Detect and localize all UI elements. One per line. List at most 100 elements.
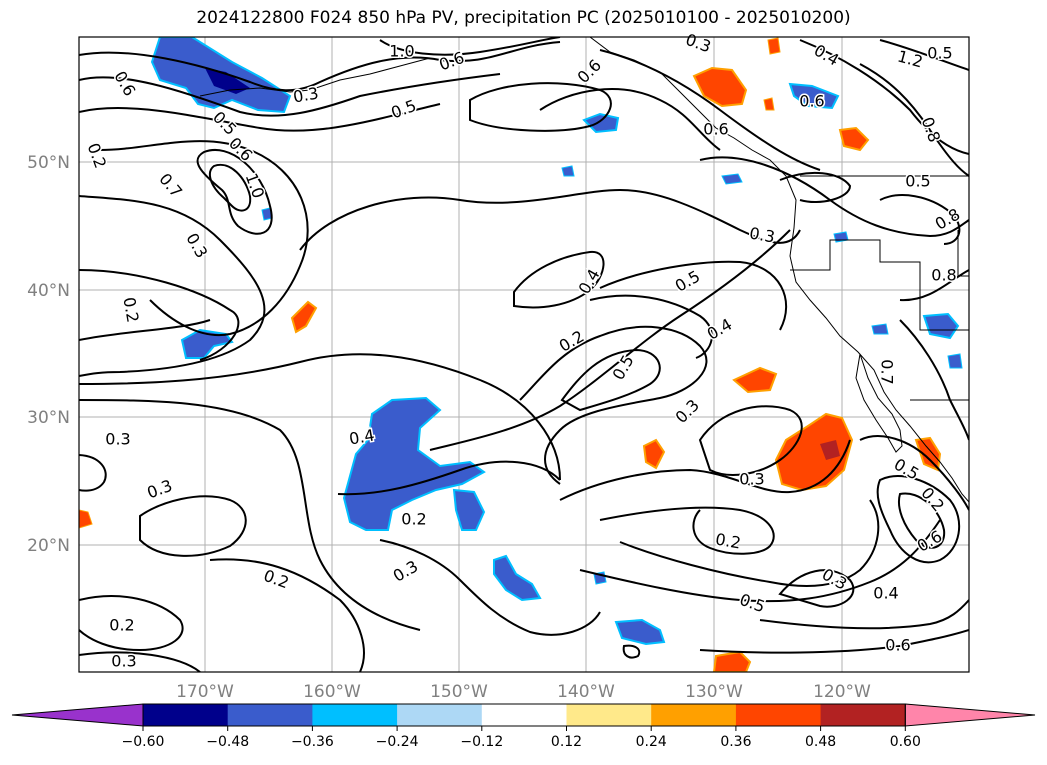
precip-core-aleutian — [205, 68, 250, 94]
contour-label: 0.8 — [931, 266, 956, 285]
contour-line — [139, 495, 247, 557]
contour-line — [539, 88, 721, 151]
contour-label: 0.7 — [878, 359, 897, 384]
lat-tick-label: 20°N — [27, 536, 70, 556]
contour-line — [79, 269, 240, 361]
contour-line — [513, 250, 605, 309]
colorbar-tick-label: 0.60 — [890, 734, 921, 750]
contour-line — [299, 188, 801, 251]
lat-tick-label: 30°N — [27, 408, 70, 428]
colorbar-extend-max — [904, 703, 1036, 727]
map-frame — [78, 36, 970, 673]
contour-line — [79, 103, 441, 132]
contour-line — [209, 558, 365, 672]
lon-tick-label: 150°W — [430, 682, 488, 702]
lon-axis: 170°W 160°W 150°W 140°W 130°W 120°W — [176, 682, 871, 702]
contour-label: 0.3 — [739, 470, 764, 489]
contour-line — [859, 435, 969, 511]
contour-label: 0.3 — [111, 652, 136, 671]
colorbar-segment — [820, 704, 906, 726]
state-border-east — [957, 230, 969, 277]
contour-line — [619, 499, 880, 587]
colorbar-segment — [566, 704, 652, 726]
contour-line — [579, 519, 941, 603]
contour-label: 1.0 — [389, 42, 414, 61]
precip-warm-small-2 — [642, 438, 666, 470]
contour-line — [899, 269, 969, 302]
lat-tick-label: 50°N — [27, 153, 70, 173]
precip-blob-central-pacific — [342, 396, 486, 531]
lat-tick-label: 40°N — [27, 281, 70, 301]
precip-blob-small-2 — [493, 554, 542, 602]
contour-line — [879, 194, 961, 245]
contour-label: 0.3 — [748, 223, 776, 246]
contour-line — [859, 63, 969, 177]
precip-blob-small-11 — [871, 323, 889, 335]
contour-line — [79, 73, 501, 117]
contour-label: 0.6 — [799, 92, 824, 111]
pv-contours — [79, 37, 969, 672]
colorbar: −0.60 −0.48 −0.36 −0.24 −0.12 0.12 0.24 0.36 0.4… — [11, 703, 1036, 750]
contour-label: 0.2 — [109, 616, 134, 635]
colorbar-segment — [481, 704, 567, 726]
precip-warm-coast-bc — [692, 66, 748, 108]
contour-label: 0.2 — [401, 510, 426, 529]
contour-label: 0.4 — [873, 584, 898, 603]
contour-line — [622, 644, 641, 659]
colorbar-segment — [227, 704, 313, 726]
colorbar-segment — [651, 704, 737, 726]
contour-line — [560, 348, 661, 412]
colorbar-segment — [735, 704, 822, 726]
contour-line — [469, 82, 612, 132]
contour-line — [99, 140, 309, 337]
contour-line — [699, 629, 969, 654]
contour-line — [599, 506, 775, 555]
colorbar-segment — [397, 704, 483, 726]
colorbar-extend-min — [11, 703, 144, 727]
precip-warm-small-3 — [914, 436, 942, 472]
precip-warm-small-4 — [838, 126, 870, 152]
contour-line — [779, 171, 852, 204]
colorbar-segment — [143, 704, 229, 726]
contour-line — [799, 39, 969, 155]
precip-warm-small-8 — [79, 509, 93, 529]
precip-blob-small-8 — [561, 165, 575, 177]
graticule — [79, 37, 969, 672]
contour-line — [79, 353, 561, 481]
contour-line — [379, 37, 561, 56]
contour-line — [429, 229, 791, 451]
contour-line — [698, 405, 803, 476]
contour-line — [589, 294, 713, 359]
contour-line — [559, 439, 851, 501]
colorbar-segment — [312, 704, 398, 726]
precip-blob-small-9 — [721, 173, 743, 185]
contour-label: 0.5 — [905, 172, 930, 191]
colorbar-tick-label: 0.36 — [720, 734, 751, 750]
coastline-baja — [855, 353, 903, 453]
lon-tick-label: 160°W — [303, 682, 361, 702]
colorbar-tick-label: −0.48 — [206, 734, 249, 750]
lon-tick-label: 170°W — [176, 682, 234, 702]
precip-blob-small-6 — [788, 82, 840, 110]
colorbar-tick-label: 0.48 — [805, 734, 836, 750]
precip-blob-small-5 — [582, 112, 620, 134]
lon-tick-label: 120°W — [813, 682, 871, 702]
colorbar-tick-label: −0.12 — [460, 734, 503, 750]
contour-line — [79, 595, 184, 652]
contour-line — [879, 39, 969, 71]
precip-warm-small-7 — [763, 97, 775, 111]
contour-line — [599, 49, 821, 171]
precip-negative-areas — [150, 37, 963, 646]
colorbar-tick-label: −0.36 — [291, 734, 334, 750]
coastline-aleutians — [199, 57, 431, 97]
contour-line — [337, 460, 561, 496]
contour-line — [79, 651, 201, 672]
state-borders — [790, 239, 969, 331]
lat-axis: 50°N 40°N 30°N 20°N — [27, 153, 70, 556]
contour-line — [208, 163, 252, 212]
contour-line — [79, 454, 107, 492]
colorbar-tick-label: 0.24 — [636, 734, 667, 750]
contour-line — [599, 260, 788, 331]
contour-line — [699, 156, 969, 238]
